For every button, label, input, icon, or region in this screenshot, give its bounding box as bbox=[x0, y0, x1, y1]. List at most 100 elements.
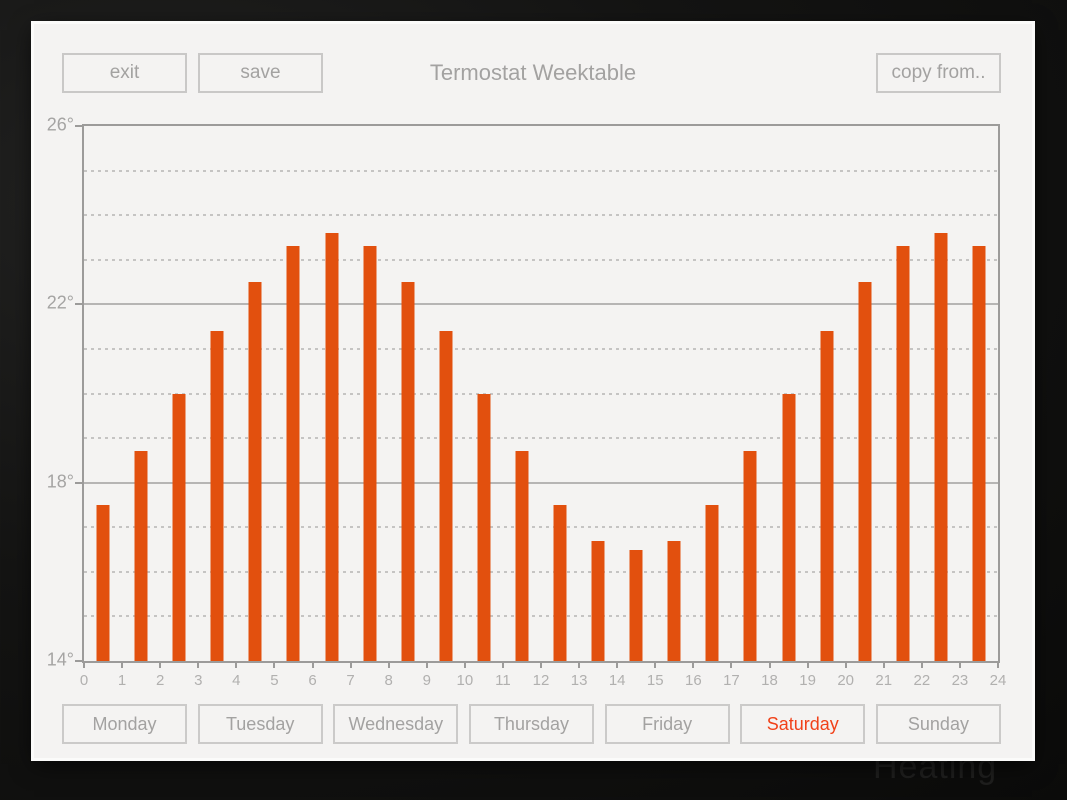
x-axis-tick-13 bbox=[578, 661, 581, 668]
temperature-bar-hour-14[interactable] bbox=[629, 549, 643, 661]
x-axis-tick-2 bbox=[159, 661, 162, 668]
x-axis-tick-21 bbox=[882, 661, 885, 668]
page-title: Termostat Weektable bbox=[429, 60, 637, 85]
x-axis-label-9: 9 bbox=[422, 672, 431, 689]
day-selector-row: Monday Tuesday Wednesday Thursday Friday Satu… bbox=[62, 704, 1001, 744]
x-axis-label-3: 3 bbox=[194, 672, 203, 689]
x-axis-label-15: 15 bbox=[646, 672, 664, 689]
y-axis-tick-14 bbox=[75, 660, 84, 662]
x-axis-label-12: 12 bbox=[532, 672, 550, 689]
x-axis-tick-23 bbox=[958, 661, 961, 668]
minor-gridline-19 bbox=[84, 437, 998, 440]
x-axis-label-7: 7 bbox=[346, 672, 355, 689]
temperature-bar-hour-11[interactable] bbox=[515, 451, 529, 661]
x-axis-tick-19 bbox=[806, 661, 809, 668]
x-axis-label-20: 20 bbox=[837, 672, 854, 689]
major-gridline-18 bbox=[84, 481, 998, 484]
temperature-bar-hour-15[interactable] bbox=[667, 540, 681, 661]
x-axis-label-4: 4 bbox=[232, 672, 241, 689]
temperature-bar-hour-21[interactable] bbox=[896, 246, 910, 661]
temperature-bar-hour-20[interactable] bbox=[858, 282, 872, 661]
x-axis-tick-22 bbox=[920, 661, 923, 668]
day-button-thursday[interactable]: Thursday bbox=[468, 704, 594, 744]
x-axis-tick-0 bbox=[83, 661, 85, 668]
temperature-bar-hour-12[interactable] bbox=[553, 504, 567, 661]
temperature-bar-hour-10[interactable] bbox=[477, 393, 491, 661]
x-axis-tick-6 bbox=[311, 661, 314, 668]
x-axis-label-23: 23 bbox=[951, 672, 969, 689]
x-axis-label-18: 18 bbox=[761, 672, 778, 689]
temperature-bar-hour-1[interactable] bbox=[134, 451, 148, 661]
temperature-bar-hour-4[interactable] bbox=[248, 282, 262, 661]
exit-button[interactable]: exit bbox=[62, 53, 187, 93]
temperature-bar-hour-0[interactable] bbox=[96, 504, 110, 661]
day-button-saturday[interactable]: Saturday bbox=[740, 704, 866, 744]
y-axis-label-22: 22° bbox=[46, 292, 74, 313]
x-axis-label-6: 6 bbox=[308, 672, 317, 689]
temperature-bar-hour-5[interactable] bbox=[286, 246, 300, 661]
x-axis-label-5: 5 bbox=[270, 672, 279, 689]
x-axis-tick-20 bbox=[844, 661, 847, 668]
x-axis-tick-5 bbox=[273, 661, 276, 668]
minor-gridline-15 bbox=[84, 615, 998, 618]
temperature-bar-hour-17[interactable] bbox=[743, 451, 757, 661]
x-axis-label-2: 2 bbox=[155, 672, 165, 689]
temperature-bar-hour-6[interactable] bbox=[325, 233, 339, 661]
x-axis-label-13: 13 bbox=[570, 672, 588, 689]
temperature-bar-hour-23[interactable] bbox=[972, 246, 986, 661]
day-button-monday[interactable]: Monday bbox=[62, 704, 187, 744]
x-axis-tick-24 bbox=[997, 661, 999, 668]
x-axis-label-10: 10 bbox=[456, 672, 474, 689]
y-axis-label-26: 26° bbox=[46, 114, 74, 135]
temperature-bar-hour-22[interactable] bbox=[934, 233, 948, 661]
temperature-bar-hour-8[interactable] bbox=[401, 282, 415, 661]
x-axis-tick-14 bbox=[616, 661, 619, 668]
temperature-bar-hour-13[interactable] bbox=[591, 540, 605, 661]
week-temperature-chart[interactable]: 14° 18° 22° 26° 0 1 2 3 4 5 6 7 8 9 10 11 12 13 14 15 16 17 18… bbox=[47, 114, 1007, 689]
temperature-bar-hour-2[interactable] bbox=[172, 393, 186, 661]
x-axis-tick-17 bbox=[730, 661, 733, 668]
x-axis-tick-9 bbox=[425, 661, 428, 668]
x-axis-tick-10 bbox=[463, 661, 466, 668]
y-axis-tick-26 bbox=[75, 125, 84, 127]
y-axis-label-14: 14° bbox=[46, 649, 74, 670]
day-button-tuesday[interactable]: Tuesday bbox=[197, 704, 323, 744]
copy-from-button[interactable]: copy from.. bbox=[876, 53, 1001, 93]
x-axis-label-16: 16 bbox=[684, 672, 702, 689]
y-axis-label-18: 18° bbox=[46, 471, 74, 492]
y-axis-tick-22 bbox=[75, 303, 84, 306]
minor-gridline-23 bbox=[84, 258, 998, 261]
temperature-bar-hour-9[interactable] bbox=[439, 331, 453, 661]
x-axis-tick-16 bbox=[692, 661, 695, 668]
x-axis-tick-7 bbox=[349, 661, 352, 668]
minor-gridline-25 bbox=[84, 169, 998, 172]
x-axis-tick-11 bbox=[501, 661, 504, 668]
x-axis-tick-12 bbox=[540, 661, 542, 668]
x-axis-tick-4 bbox=[235, 661, 238, 668]
x-axis-label-21: 21 bbox=[875, 672, 893, 689]
minor-gridline-20 bbox=[84, 392, 998, 395]
temperature-bar-hour-19[interactable] bbox=[820, 331, 834, 661]
temperature-bar-hour-18[interactable] bbox=[782, 393, 796, 661]
x-axis-label-17: 17 bbox=[723, 672, 740, 689]
temperature-bar-hour-3[interactable] bbox=[210, 331, 224, 661]
minor-gridline-16 bbox=[84, 570, 998, 573]
x-axis-label-22: 22 bbox=[913, 672, 931, 689]
minor-gridline-24 bbox=[84, 214, 998, 217]
major-gridline-22 bbox=[84, 303, 998, 306]
day-button-friday[interactable]: Friday bbox=[604, 704, 730, 744]
thermostat-panel: exit save Termostat Weektable copy from.… bbox=[34, 24, 1032, 758]
x-axis-label-11: 11 bbox=[495, 672, 511, 689]
temperature-bar-hour-16[interactable] bbox=[705, 504, 719, 661]
x-axis-tick-1 bbox=[121, 661, 124, 668]
save-button[interactable]: save bbox=[198, 53, 323, 93]
day-button-wednesday[interactable]: Wednesday bbox=[333, 704, 459, 744]
minor-gridline-21 bbox=[84, 347, 998, 350]
x-axis-tick-8 bbox=[387, 661, 390, 668]
temperature-bar-hour-7[interactable] bbox=[363, 246, 377, 661]
day-button-sunday[interactable]: Sunday bbox=[875, 704, 1001, 744]
x-axis-label-19: 19 bbox=[799, 672, 816, 689]
y-axis-tick-18 bbox=[75, 481, 84, 484]
x-axis-tick-3 bbox=[197, 661, 200, 668]
x-axis-tick-18 bbox=[768, 661, 771, 668]
